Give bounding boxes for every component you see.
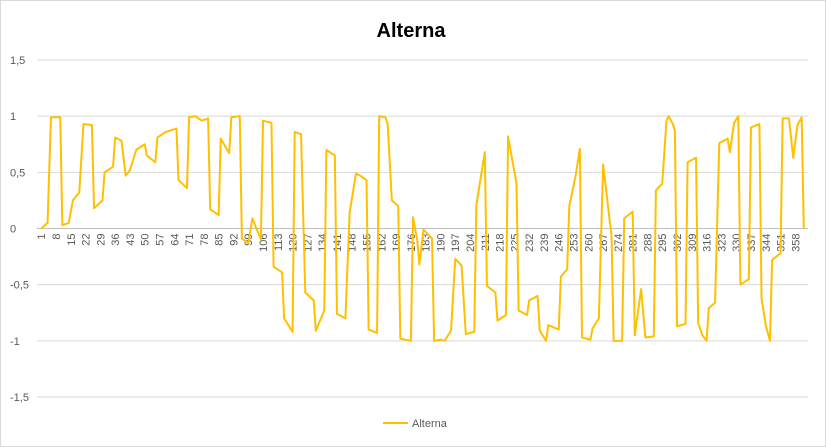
x-tick-label: 190	[435, 234, 447, 252]
x-tick-label: 197	[450, 234, 462, 252]
y-tick-label: -1	[10, 336, 20, 348]
x-tick-label: 344	[761, 234, 773, 252]
x-tick-label: 50	[140, 234, 152, 246]
legend-label: Alterna	[412, 418, 448, 430]
y-tick-label: 1,5	[10, 55, 25, 67]
x-tick-label: 113	[273, 234, 285, 252]
x-tick-label: 232	[524, 234, 536, 252]
x-tick-label: 71	[184, 234, 196, 246]
x-tick-label: 57	[155, 234, 167, 246]
line	[40, 115, 805, 342]
y-tick-label: -0,5	[10, 280, 29, 292]
x-tick-label: 15	[66, 234, 78, 246]
x-tick-label: 1	[36, 234, 48, 240]
chart-title: Alterna	[377, 20, 447, 42]
x-tick-label: 253	[569, 234, 581, 252]
x-tick-label: 218	[495, 234, 507, 252]
x-tick-label: 85	[214, 234, 226, 246]
x-tick-label: 36	[110, 234, 122, 246]
x-tick-label: 64	[169, 234, 181, 246]
y-tick-label: 1	[10, 111, 16, 123]
x-tick-label: 78	[199, 234, 211, 246]
x-tick-label: 295	[657, 234, 669, 252]
x-tick-label: 260	[583, 234, 595, 252]
x-tick-label: 302	[672, 234, 684, 252]
x-tick-label: 134	[317, 234, 329, 252]
x-tick-label: 239	[539, 234, 551, 252]
x-tick-label: 288	[642, 234, 654, 252]
x-tick-label: 169	[391, 234, 403, 252]
x-tick-label: 274	[613, 234, 625, 252]
x-tick-label: 330	[731, 234, 743, 252]
x-tick-label: 22	[81, 234, 93, 246]
x-tick-label: 183	[421, 234, 433, 252]
x-tick-label: 316	[702, 234, 714, 252]
x-tick-label: 162	[376, 234, 388, 252]
x-tick-label: 323	[716, 234, 728, 252]
y-tick-label: 0	[10, 224, 16, 236]
x-tick-label: 358	[790, 234, 802, 252]
y-tick-label: 0,5	[10, 167, 25, 179]
x-tick-label: 127	[302, 234, 314, 252]
x-tick-label: 337	[746, 234, 758, 252]
x-tick-label: 29	[95, 234, 107, 246]
x-tick-label: 204	[465, 234, 477, 252]
x-tick-label: 148	[347, 234, 359, 252]
x-tick-label: 225	[509, 234, 521, 252]
x-tick-label: 246	[554, 234, 566, 252]
y-tick-label: -1,5	[10, 392, 29, 404]
x-tick-label: 309	[687, 234, 699, 252]
x-tick-label: 141	[332, 234, 344, 252]
x-tick-label: 8	[51, 234, 63, 240]
x-tick-label: 43	[125, 234, 137, 246]
x-tick-label: 92	[228, 234, 240, 246]
